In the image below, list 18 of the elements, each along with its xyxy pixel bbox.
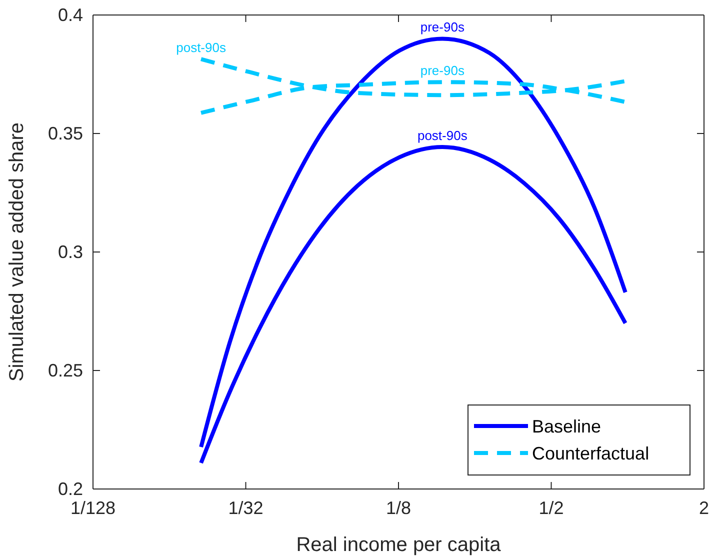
x-tick-label: 1/32 bbox=[228, 498, 264, 518]
legend-label: Counterfactual bbox=[532, 443, 650, 464]
x-tick-label: 1/2 bbox=[538, 498, 564, 518]
annotation: post-90s bbox=[417, 128, 468, 144]
x-tick-label: 2 bbox=[698, 498, 709, 518]
x-axis-title: Real income per capita bbox=[296, 534, 502, 556]
y-tick-label: 0.3 bbox=[58, 242, 83, 262]
annotation: pre-90s bbox=[420, 20, 465, 35]
annotation: post-90s bbox=[176, 40, 226, 56]
y-tick-label: 0.35 bbox=[48, 123, 83, 144]
y-tick-label: 0.4 bbox=[58, 4, 83, 25]
x-tick-label: 1/8 bbox=[386, 498, 412, 518]
legend-label: Baseline bbox=[532, 416, 602, 436]
y-tick-label: 0.2 bbox=[58, 478, 83, 499]
y-tick-label: 0.25 bbox=[48, 360, 83, 380]
x-tick-label: 1/128 bbox=[70, 498, 116, 518]
annotation: pre-90s bbox=[420, 63, 465, 78]
y-axis-title: Simulated value added share bbox=[6, 122, 28, 382]
